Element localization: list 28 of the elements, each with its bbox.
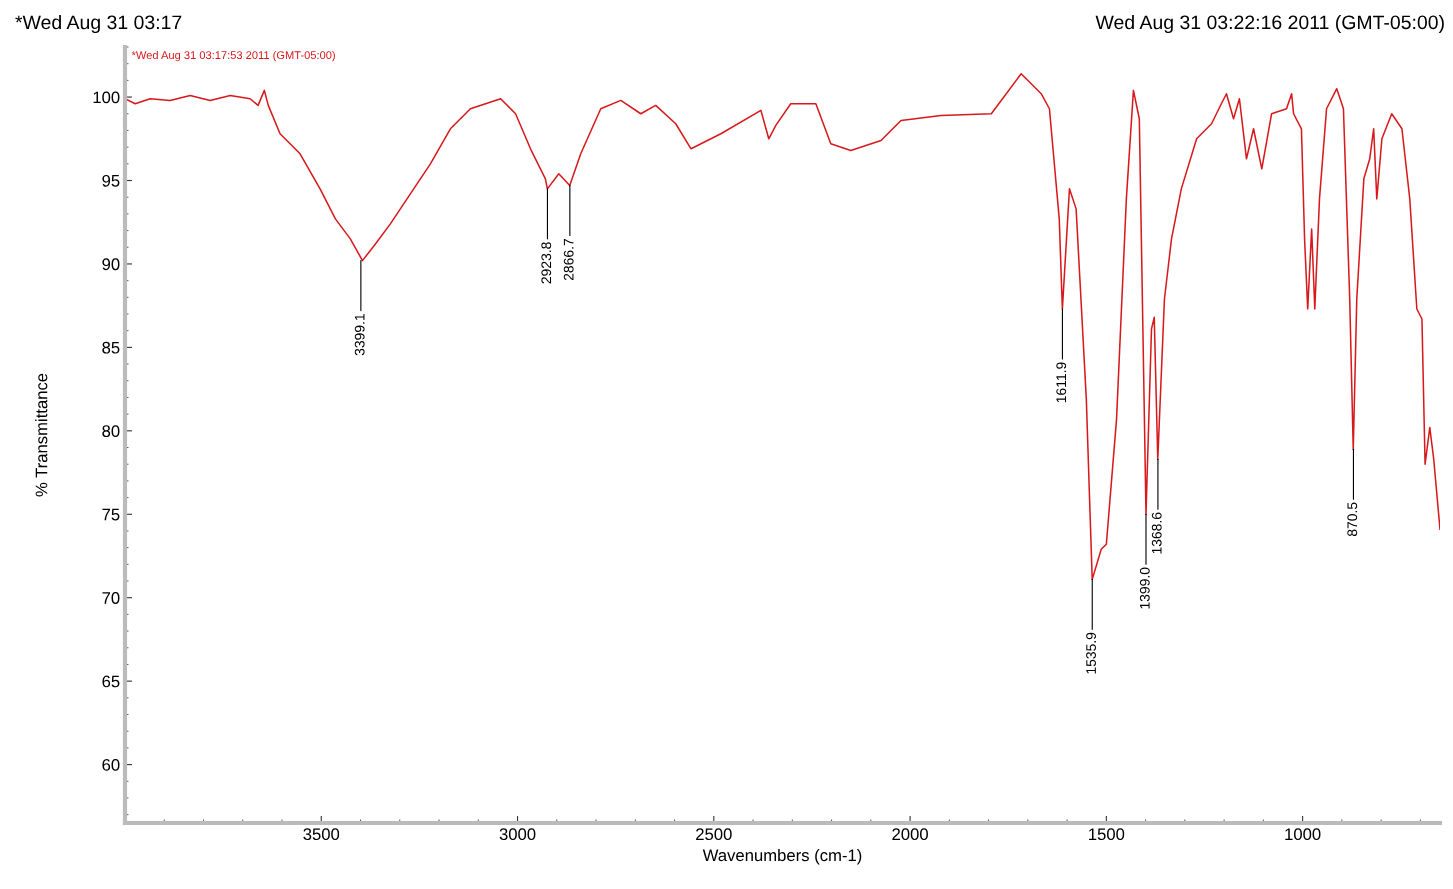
- x-tick-label: 2500: [696, 828, 732, 841]
- y-tick-label: 65: [102, 675, 120, 688]
- annotation: 1611.9: [1056, 362, 1067, 403]
- text: *Wed Aug 31 03:17:53 2011 (GMT-05:00): [131, 50, 335, 62]
- annotation: 1535.9: [1086, 632, 1096, 674]
- x-tick-label: 1500: [1089, 828, 1125, 841]
- y-axis-title: % Transmittance: [35, 373, 48, 497]
- x-tick-label: 1000: [1285, 828, 1321, 841]
- y-tick-label: 100: [93, 91, 120, 104]
- y-tick-label: 85: [102, 341, 120, 354]
- x-axis-title: Wavenumbers (cm-1): [702, 848, 862, 865]
- annotation: 3399.1: [354, 314, 365, 356]
- y-tick-label: 90: [102, 258, 120, 271]
- annotation: 1399.0: [1139, 567, 1150, 609]
- chart-title: *Wed Aug 31 03:17: [15, 14, 182, 34]
- y-tick-label: 95: [102, 174, 120, 187]
- x-tick-label: 2000: [892, 828, 928, 841]
- y-tick-label: 70: [102, 592, 120, 604]
- annotation: 2923.8: [541, 242, 552, 284]
- annotation: 2866.7: [563, 238, 574, 281]
- y-tick-label: 75: [102, 508, 120, 521]
- annotation: 1368.6: [1151, 512, 1162, 554]
- x-tick-label: 3500: [303, 828, 340, 841]
- y-tick-label: 60: [102, 758, 120, 771]
- x-tick-label: 3000: [499, 828, 536, 841]
- annotation: 870.5: [1347, 502, 1358, 537]
- y-tick-label: 80: [102, 425, 120, 438]
- chart-subtitle: Wed Aug 31 03:22:16 2011 (GMT-05:00): [1095, 14, 1444, 34]
